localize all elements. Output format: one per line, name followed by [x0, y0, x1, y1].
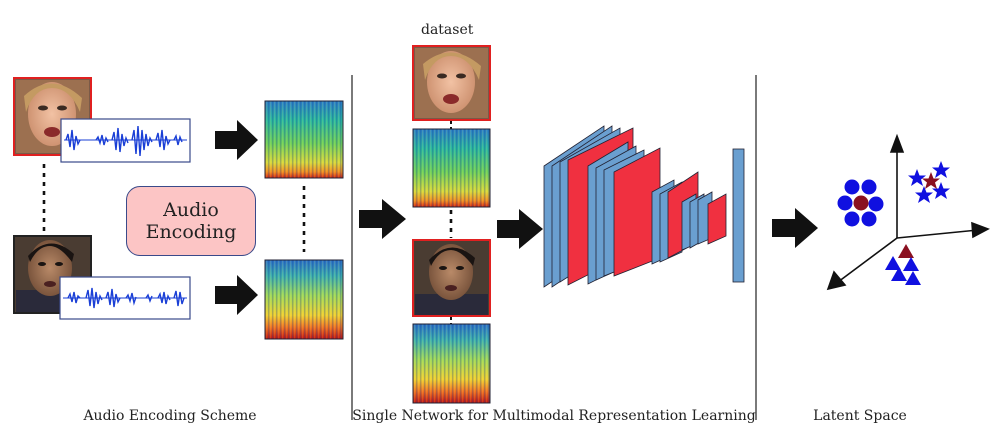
spectrogram-icon — [412, 128, 491, 208]
audio-encoding-box: Audio Encoding — [126, 186, 256, 256]
audio-box-line2: Encoding — [145, 221, 237, 243]
circle-cluster — [837, 179, 884, 227]
spectrogram-icon — [264, 259, 344, 340]
arrow-right-icon — [215, 275, 258, 315]
female-face-icon — [13, 77, 92, 156]
male-face-icon — [412, 239, 491, 317]
spectrogram-icon — [412, 323, 491, 404]
spectrogram-icon — [264, 100, 344, 179]
caption-right: Latent Space — [813, 408, 907, 424]
dataset-label: dataset — [421, 22, 474, 38]
triangle-cluster — [885, 244, 921, 285]
audio-box-line1: Audio — [163, 199, 219, 221]
arrow-right-icon — [359, 199, 406, 239]
latent-axes — [826, 133, 990, 291]
arrow-right-icon — [215, 120, 258, 160]
caption-left: Audio Encoding Scheme — [83, 408, 257, 424]
neural-network-icon — [543, 125, 745, 288]
arrow-right-icon — [497, 209, 543, 249]
female-face-icon — [412, 45, 491, 121]
star-cluster — [908, 161, 950, 203]
arrow-right-icon — [772, 208, 818, 248]
waveform-icon — [59, 276, 191, 320]
waveform-icon — [60, 118, 191, 163]
caption-middle: Single Network for Multimodal Representa… — [352, 408, 756, 424]
